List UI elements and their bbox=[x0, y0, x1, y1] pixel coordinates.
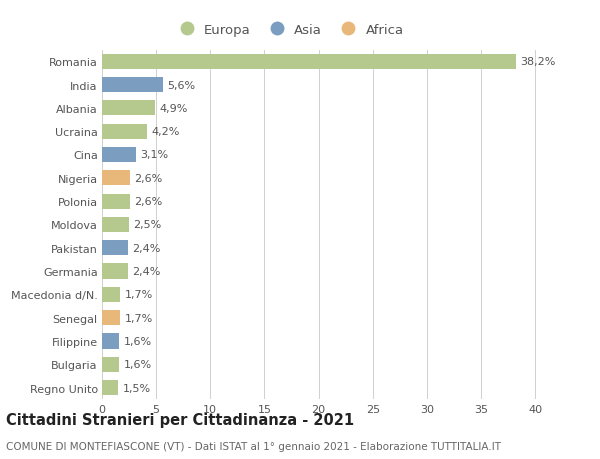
Text: 1,6%: 1,6% bbox=[124, 336, 152, 346]
Text: 38,2%: 38,2% bbox=[520, 57, 556, 67]
Text: 2,4%: 2,4% bbox=[133, 266, 161, 276]
Bar bbox=[102, 357, 119, 372]
Bar bbox=[102, 194, 130, 209]
Bar bbox=[102, 218, 129, 232]
Text: 3,1%: 3,1% bbox=[140, 150, 168, 160]
Bar bbox=[102, 171, 130, 186]
Bar bbox=[102, 101, 155, 116]
Bar bbox=[102, 287, 121, 302]
Bar bbox=[102, 310, 121, 325]
Text: 1,7%: 1,7% bbox=[125, 313, 153, 323]
Text: Cittadini Stranieri per Cittadinanza - 2021: Cittadini Stranieri per Cittadinanza - 2… bbox=[6, 413, 354, 428]
Text: 1,5%: 1,5% bbox=[122, 383, 151, 393]
Bar bbox=[102, 380, 118, 395]
Text: 1,7%: 1,7% bbox=[125, 290, 153, 300]
Text: 2,4%: 2,4% bbox=[133, 243, 161, 253]
Bar bbox=[102, 124, 148, 140]
Text: 4,2%: 4,2% bbox=[152, 127, 180, 137]
Bar bbox=[102, 264, 128, 279]
Bar bbox=[102, 55, 515, 70]
Text: 2,5%: 2,5% bbox=[133, 220, 161, 230]
Text: 2,6%: 2,6% bbox=[134, 196, 163, 207]
Legend: Europa, Asia, Africa: Europa, Asia, Africa bbox=[173, 24, 404, 37]
Bar bbox=[102, 241, 128, 256]
Bar bbox=[102, 334, 119, 349]
Text: 4,9%: 4,9% bbox=[160, 104, 188, 114]
Text: 1,6%: 1,6% bbox=[124, 359, 152, 369]
Bar bbox=[102, 148, 136, 162]
Bar bbox=[102, 78, 163, 93]
Text: COMUNE DI MONTEFIASCONE (VT) - Dati ISTAT al 1° gennaio 2021 - Elaborazione TUTT: COMUNE DI MONTEFIASCONE (VT) - Dati ISTA… bbox=[6, 441, 501, 451]
Text: 2,6%: 2,6% bbox=[134, 174, 163, 184]
Text: 5,6%: 5,6% bbox=[167, 80, 195, 90]
